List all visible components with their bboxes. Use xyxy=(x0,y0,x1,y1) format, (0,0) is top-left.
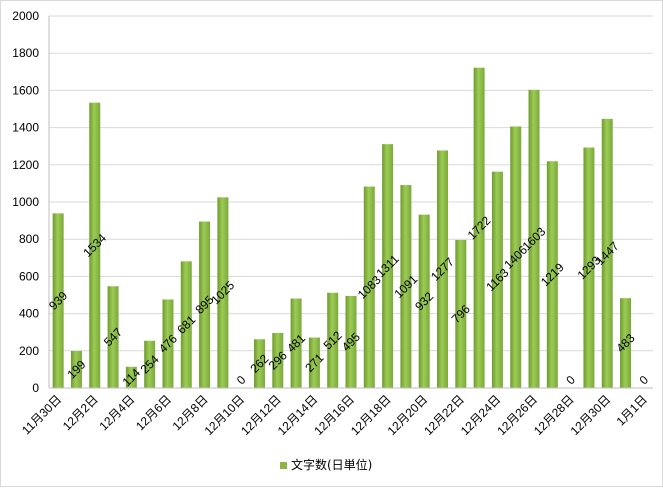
x-tick-label: 12月6日 xyxy=(133,392,174,433)
data-label: 547 xyxy=(101,325,125,349)
bar-12月2日 xyxy=(89,102,101,389)
y-tick-label: 1000 xyxy=(12,195,39,209)
data-label: 0 xyxy=(234,372,249,387)
bar-12月12日 xyxy=(272,332,284,388)
y-axis: 0 200 400 600 800 1000 1200 1400 1600 1800 2000 xyxy=(12,9,50,395)
bar-12月11日 xyxy=(253,339,265,388)
data-label: 271 xyxy=(302,351,326,375)
bar-12月24日 xyxy=(491,171,503,388)
bar-12月7日 xyxy=(180,261,192,388)
bar-12月30日 xyxy=(601,118,613,388)
data-label: 254 xyxy=(138,352,162,376)
bars xyxy=(52,67,632,389)
bar-12月18日 xyxy=(382,144,394,388)
x-axis: 11月30日12月2日12月4日12月6日12月8日12月10日12月12日12… xyxy=(19,387,653,438)
data-label: 199 xyxy=(64,357,88,381)
bar-11月30日 xyxy=(52,213,64,388)
y-tick-label: 600 xyxy=(19,269,39,283)
x-tick-label: 11月30日 xyxy=(19,392,64,437)
y-tick-label: 1600 xyxy=(12,83,39,97)
data-label: 939 xyxy=(46,288,70,312)
bar-12月3日 xyxy=(107,286,119,388)
data-label: 481 xyxy=(284,331,308,355)
y-tick-label: 1400 xyxy=(12,121,39,135)
x-tick-label: 1月1日 xyxy=(614,392,650,428)
bar-12月8日 xyxy=(199,221,211,388)
x-tick-label: 12月2日 xyxy=(60,392,101,433)
bar-12月1日 xyxy=(70,350,82,388)
data-label: 932 xyxy=(412,289,436,313)
y-tick-label: 1800 xyxy=(12,46,39,60)
bar-12月13日 xyxy=(290,298,302,388)
bar-12月17日 xyxy=(363,186,375,388)
data-label: 476 xyxy=(156,331,180,355)
data-label: 681 xyxy=(174,312,198,336)
legend-label: 文字数(日単位) xyxy=(291,457,372,472)
bar-12月16日 xyxy=(345,295,357,388)
y-tick-label: 400 xyxy=(19,307,39,321)
bar-12月20日 xyxy=(418,214,430,388)
y-tick-label: 1200 xyxy=(12,158,39,172)
bar-12月22日 xyxy=(455,239,467,388)
y-tick-label: 800 xyxy=(19,232,39,246)
data-label: 296 xyxy=(266,348,290,372)
data-label: 0 xyxy=(563,372,578,387)
bar-12月29日 xyxy=(583,147,595,388)
bar-12月26日 xyxy=(528,89,540,388)
y-tick-label: 200 xyxy=(19,344,39,358)
bar-12月23日 xyxy=(473,67,485,388)
bar-12月15日 xyxy=(327,292,339,388)
bar-12月14日 xyxy=(308,337,320,388)
data-label: 512 xyxy=(321,328,345,352)
bar-12月19日 xyxy=(400,185,412,388)
bar-12月27日 xyxy=(546,161,558,388)
x-tick-label: 12月4日 xyxy=(96,392,137,433)
bar-12月25日 xyxy=(510,126,522,388)
bar-12月21日 xyxy=(437,150,449,388)
legend: 文字数(日単位) xyxy=(280,457,372,472)
legend-swatch xyxy=(280,462,287,469)
data-label: 0 xyxy=(637,372,652,387)
bar-12月6日 xyxy=(162,299,174,388)
bar-12月4日 xyxy=(125,366,137,388)
y-tick-label: 2000 xyxy=(12,9,39,23)
data-label: 483 xyxy=(614,331,638,355)
bar-12月9日 xyxy=(217,197,229,388)
data-label: 796 xyxy=(449,302,473,326)
bar-12月31日 xyxy=(620,298,632,388)
bar-12月5日 xyxy=(144,340,156,388)
x-tick-label: 12月30日 xyxy=(568,392,614,438)
y-tick-label: 0 xyxy=(32,381,39,395)
